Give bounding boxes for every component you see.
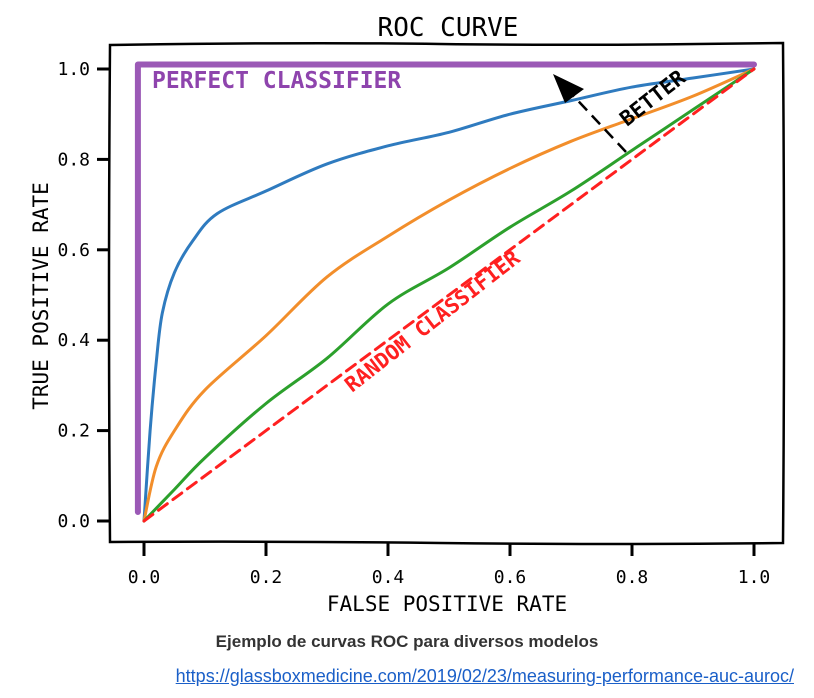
x-tick-label: 0.8 <box>616 567 649 588</box>
chart-title: ROC CURVE <box>378 13 519 43</box>
y-tick-label: 0.8 <box>57 149 90 170</box>
series-lines <box>134 61 757 523</box>
series-line-5 <box>142 67 756 523</box>
x-tick-label: 0.2 <box>250 567 283 588</box>
series-line-4 <box>142 67 756 523</box>
y-axis-label: TRUE POSITIVE RATE <box>29 182 53 410</box>
x-tick-label: 0.0 <box>128 567 161 588</box>
x-tick-label: 0.6 <box>494 567 527 588</box>
series-line-1 <box>134 61 757 515</box>
y-tick-label: 0.2 <box>57 421 90 442</box>
annotation-perfect-classifier: PERFECT CLASSIFIER <box>152 68 401 94</box>
source-link[interactable]: https://glassboxmedicine.com/2019/02/23/… <box>175 666 794 686</box>
x-axis-label: FALSE POSITIVE RATE <box>327 592 567 616</box>
plot-frame <box>107 41 786 546</box>
y-tick-label: 0.6 <box>57 240 90 261</box>
figure-caption: Ejemplo de curvas ROC para diversos mode… <box>215 632 599 651</box>
y-tick-label: 1.0 <box>57 59 90 80</box>
annotation-better: BETTER <box>615 65 690 131</box>
series-line-2 <box>142 67 756 523</box>
y-tick-label: 0.0 <box>57 511 90 532</box>
x-tick-label: 0.4 <box>372 567 405 588</box>
better-arrow <box>553 74 627 153</box>
roc-chart: ROC CURVE 0.0 0.2 0.4 0.6 0.8 1.0 0.0 0.2 0.4 0.6… <box>29 13 786 616</box>
series-line-3 <box>142 67 756 523</box>
axis-ticks: 0.0 0.2 0.4 0.6 0.8 1.0 0.0 0.2 0.4 0.6 0.8 1.0 <box>57 59 770 588</box>
y-tick-label: 0.4 <box>57 330 90 351</box>
x-tick-label: 1.0 <box>738 567 771 588</box>
